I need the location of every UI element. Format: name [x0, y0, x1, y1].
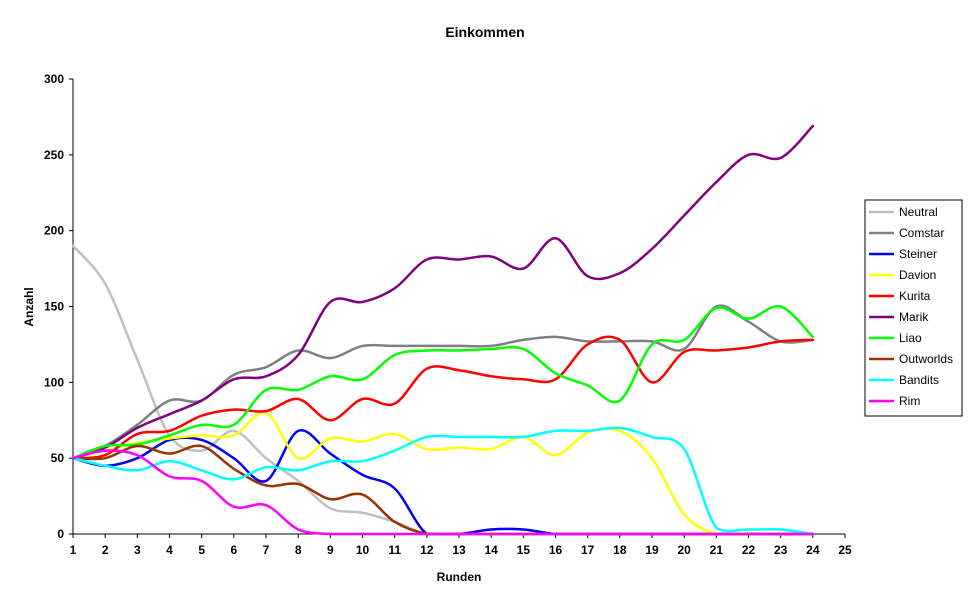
x-tick-label: 22 — [742, 543, 756, 557]
y-tick-label: 50 — [51, 451, 65, 465]
x-tick-label: 25 — [838, 543, 852, 557]
x-tick-label: 21 — [710, 543, 724, 557]
legend-label-neutral: Neutral — [899, 205, 938, 219]
legend-label-outworlds: Outworlds — [899, 352, 953, 366]
x-tick-label: 4 — [166, 543, 173, 557]
series-line-outworlds — [71, 444, 815, 536]
legend-label-davion: Davion — [899, 268, 936, 282]
x-tick-label: 19 — [645, 543, 659, 557]
legend-label-rim: Rim — [899, 394, 920, 408]
x-tick-label: 6 — [230, 543, 237, 557]
legend-label-steiner: Steiner — [899, 247, 937, 261]
series-line-marik — [71, 124, 815, 460]
x-tick-label: 11 — [388, 543, 401, 557]
y-tick-label: 150 — [44, 300, 64, 314]
y-axis-title: Anzahl — [22, 287, 36, 326]
x-tick-label: 2 — [102, 543, 109, 557]
y-tick-label: 200 — [44, 224, 64, 238]
x-tick-label: 15 — [517, 543, 531, 557]
x-tick-label: 8 — [295, 543, 302, 557]
x-tick-label: 16 — [549, 543, 563, 557]
series-line-steiner — [71, 429, 815, 536]
series-line-bandits — [71, 426, 815, 536]
x-tick-label: 13 — [452, 543, 466, 557]
legend-label-liao: Liao — [899, 331, 922, 345]
x-tick-label: 1 — [70, 543, 77, 557]
legend-label-bandits: Bandits — [899, 373, 939, 387]
x-tick-label: 5 — [198, 543, 205, 557]
chart-title: Einkommen — [445, 24, 524, 40]
legend-label-kurita: Kurita — [899, 289, 931, 303]
legend-label-comstar: Comstar — [899, 226, 944, 240]
x-tick-label: 12 — [420, 543, 434, 557]
x-tick-label: 20 — [677, 543, 691, 557]
x-tick-label: 3 — [134, 543, 141, 557]
x-tick-label: 9 — [327, 543, 334, 557]
x-tick-label: 10 — [356, 543, 370, 557]
series-line-liao — [71, 304, 815, 460]
legend: Neutral Comstar Steiner Davion Kurita Marik Li… — [864, 199, 963, 417]
y-tick-label: 300 — [44, 72, 64, 86]
x-tick-label: 18 — [613, 543, 627, 557]
x-axis-title: Runden — [437, 570, 482, 584]
series-lines — [71, 124, 815, 536]
series-line-kurita — [71, 335, 815, 460]
x-tick-label: 7 — [263, 543, 270, 557]
y-tick-label: 100 — [44, 375, 64, 389]
x-tick-label: 14 — [484, 543, 498, 557]
x-tick-label: 17 — [581, 543, 595, 557]
series-line-davion — [71, 411, 815, 536]
series-line-rim — [71, 449, 815, 536]
x-tick-label: 24 — [806, 543, 820, 557]
y-tick-label: 0 — [57, 527, 64, 541]
legend-label-marik: Marik — [899, 310, 929, 324]
x-tick-label: 23 — [774, 543, 788, 557]
y-tick-label: 250 — [44, 148, 64, 162]
